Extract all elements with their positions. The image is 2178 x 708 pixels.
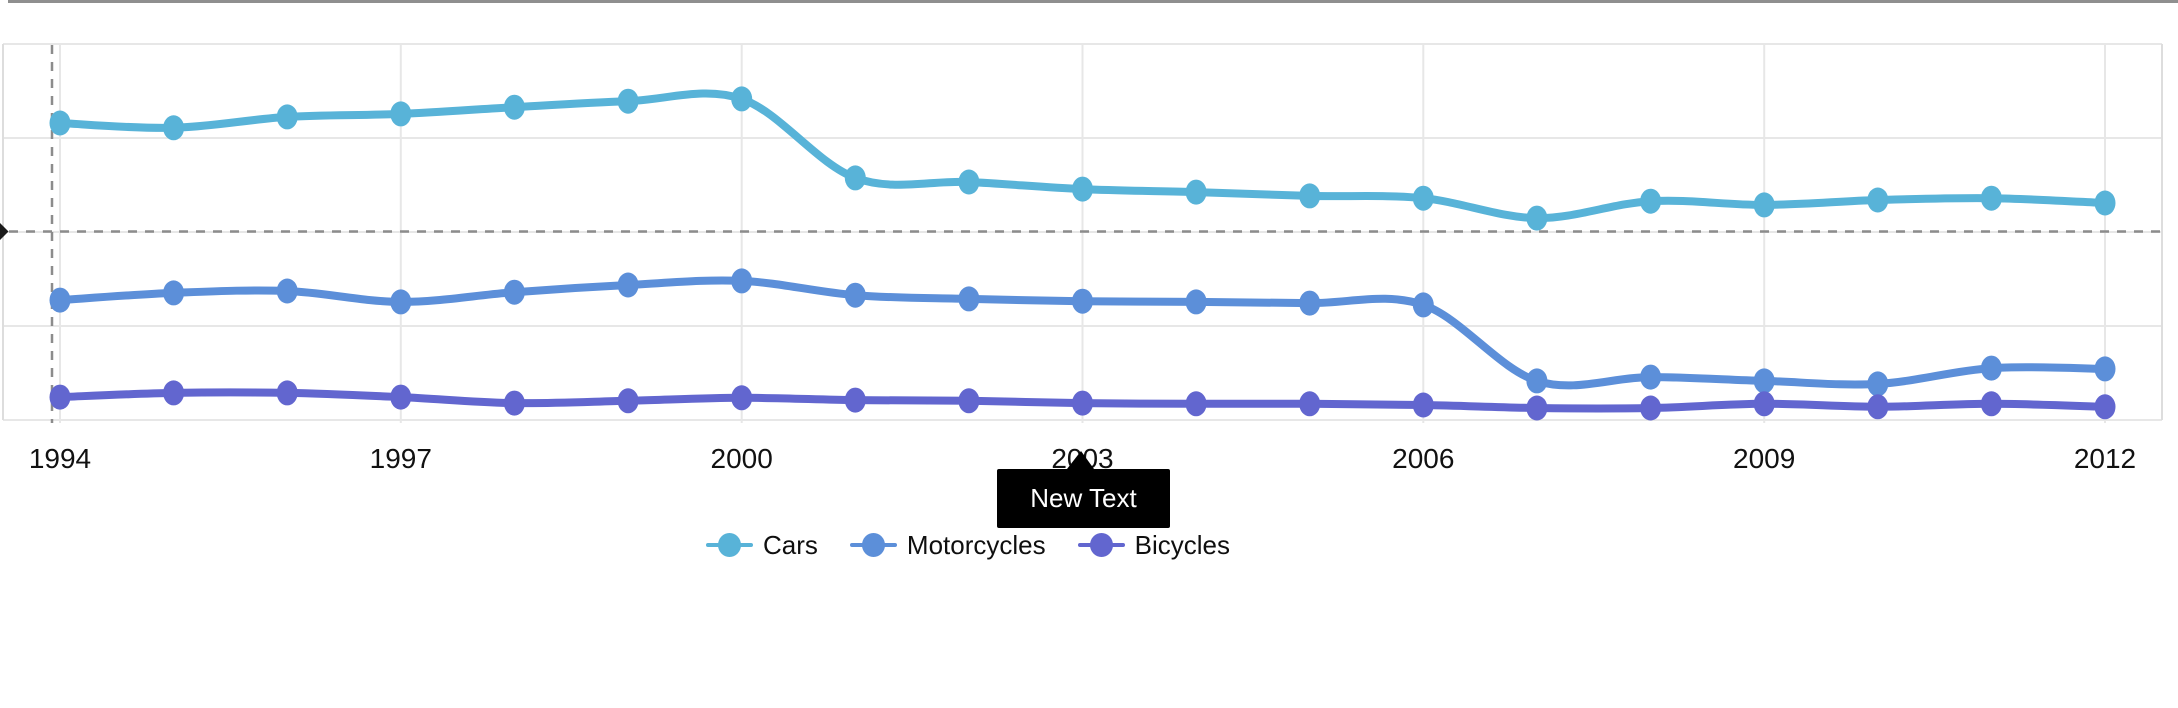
legend-series-marker-icon [706, 532, 753, 558]
data-point-marker-cars[interactable] [276, 104, 298, 130]
data-point-marker-bicycles[interactable] [1412, 392, 1434, 418]
legend-item-motorcycles[interactable]: Motorcycles [849, 529, 1046, 561]
data-point-marker-motorcycles[interactable] [163, 280, 185, 306]
data-point-marker-bicycles[interactable] [617, 388, 639, 414]
x-tick-label-2012: 2012 [2073, 443, 2137, 474]
data-point-marker-cars[interactable] [958, 169, 980, 195]
data-point-marker-motorcycles[interactable] [1526, 368, 1548, 394]
annotation-pointer-icon [1067, 451, 1094, 469]
crosshair-arrow-icon[interactable] [0, 223, 9, 240]
annotation-label: New Text [1030, 483, 1137, 513]
data-point-marker-bicycles[interactable] [163, 380, 185, 406]
x-tick-label-2009: 2009 [1733, 443, 1796, 474]
data-point-marker-motorcycles[interactable] [958, 286, 980, 312]
data-point-marker-cars[interactable] [1072, 176, 1093, 202]
data-point-marker-motorcycles[interactable] [1412, 292, 1434, 318]
chart-legend: Cars Motorcycles Bicycles [706, 527, 1230, 563]
legend-series-marker-icon [849, 532, 897, 558]
legend-series-marker-icon [1077, 532, 1125, 558]
data-point-marker-motorcycles[interactable] [49, 287, 71, 313]
x-tick-label-1994: 1994 [28, 443, 92, 474]
top-border-line [8, 0, 2178, 3]
data-point-marker-bicycles[interactable] [1526, 395, 1548, 421]
data-point-marker-bicycles[interactable] [49, 384, 71, 410]
data-point-marker-bicycles[interactable] [2094, 394, 2116, 420]
x-tick-label-1997: 1997 [369, 443, 432, 474]
data-point-marker-bicycles[interactable] [1753, 391, 1775, 417]
data-point-marker-bicycles[interactable] [276, 380, 298, 406]
data-point-marker-bicycles[interactable] [503, 390, 525, 416]
data-point-marker-cars[interactable] [1299, 183, 1321, 209]
data-point-marker-bicycles[interactable] [731, 385, 753, 411]
data-point-marker-cars[interactable] [731, 86, 753, 112]
data-point-marker-motorcycles[interactable] [1185, 289, 1207, 315]
data-point-marker-cars[interactable] [1185, 179, 1207, 205]
data-point-marker-cars[interactable] [1640, 188, 1662, 214]
data-point-marker-cars[interactable] [390, 101, 412, 127]
data-point-marker-bicycles[interactable] [390, 384, 412, 410]
data-point-marker-motorcycles[interactable] [617, 272, 639, 298]
legend-label: Bicycles [1134, 529, 1230, 560]
data-point-marker-bicycles[interactable] [1980, 391, 2002, 417]
data-point-marker-bicycles[interactable] [1640, 395, 1662, 421]
data-point-marker-motorcycles[interactable] [503, 279, 525, 305]
data-point-marker-cars[interactable] [1753, 192, 1775, 218]
data-point-marker-motorcycles[interactable] [1753, 368, 1775, 394]
data-point-marker-motorcycles[interactable] [1299, 290, 1321, 316]
x-tick-label-2006: 2006 [1392, 443, 1455, 474]
data-point-marker-bicycles[interactable] [958, 388, 980, 414]
data-point-marker-cars[interactable] [503, 94, 525, 120]
data-point-marker-cars[interactable] [844, 165, 866, 191]
data-point-marker-cars[interactable] [1412, 185, 1434, 211]
data-point-marker-cars[interactable] [1980, 185, 2002, 211]
data-point-marker-cars[interactable] [2094, 190, 2116, 216]
data-point-marker-bicycles[interactable] [1072, 390, 1093, 416]
legend-label: Motorcycles [906, 529, 1046, 560]
data-point-marker-cars[interactable] [163, 115, 185, 141]
data-point-marker-motorcycles[interactable] [2094, 356, 2116, 382]
data-point-marker-bicycles[interactable] [1867, 394, 1889, 420]
annotation-box[interactable]: New Text [997, 451, 1170, 528]
data-point-marker-bicycles[interactable] [1299, 391, 1321, 417]
data-point-marker-motorcycles[interactable] [1980, 355, 2002, 381]
data-point-marker-motorcycles[interactable] [1867, 371, 1889, 397]
legend-item-bicycles[interactable]: Bicycles [1077, 529, 1230, 561]
data-point-marker-bicycles[interactable] [844, 387, 866, 413]
data-point-marker-motorcycles[interactable] [844, 282, 866, 308]
data-point-marker-cars[interactable] [1867, 187, 1889, 213]
data-point-marker-motorcycles[interactable] [390, 289, 412, 315]
legend-label: Cars [763, 529, 818, 560]
data-point-marker-motorcycles[interactable] [1072, 288, 1093, 314]
data-point-marker-bicycles[interactable] [1185, 391, 1207, 417]
data-point-marker-cars[interactable] [617, 88, 639, 114]
legend-item-cars[interactable]: Cars [706, 530, 818, 561]
data-point-marker-motorcycles[interactable] [731, 268, 753, 294]
data-point-marker-cars[interactable] [49, 110, 71, 136]
data-point-marker-motorcycles[interactable] [276, 278, 298, 304]
data-point-marker-cars[interactable] [1526, 205, 1548, 231]
x-tick-label-2000: 2000 [710, 443, 773, 474]
data-point-marker-motorcycles[interactable] [1640, 364, 1662, 390]
